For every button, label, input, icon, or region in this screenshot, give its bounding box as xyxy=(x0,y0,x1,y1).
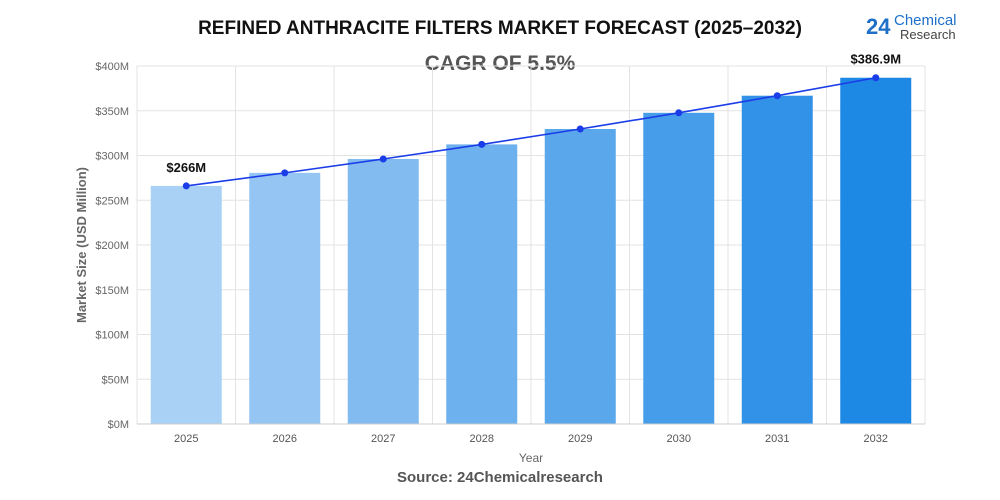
x-tick-label: 2032 xyxy=(864,433,888,445)
trend-point xyxy=(379,155,387,163)
x-axis-label: Year xyxy=(519,451,543,465)
source-note: Source: 24Chemicalresearch xyxy=(397,469,603,486)
y-tick-label: $250M xyxy=(95,195,129,207)
x-tick-label: 2027 xyxy=(371,433,395,445)
bar-2032 xyxy=(840,77,912,425)
bar-2027 xyxy=(347,158,419,425)
y-tick-label: $100M xyxy=(95,330,129,342)
data-label: $266M xyxy=(166,160,206,175)
trend-point xyxy=(675,109,683,117)
chart-title: REFINED ANTHRACITE FILTERS MARKET FORECA… xyxy=(198,18,802,39)
x-tick-label: 2029 xyxy=(568,433,592,445)
trend-point xyxy=(281,169,289,177)
bar-2025 xyxy=(150,185,222,424)
y-tick-label: $400M xyxy=(95,61,129,73)
bar-2030 xyxy=(643,112,715,424)
bar-2028 xyxy=(446,144,518,425)
trend-point xyxy=(773,92,781,100)
bar-2031 xyxy=(741,95,813,425)
x-tick-label: 2028 xyxy=(470,433,494,445)
x-tick-label: 2026 xyxy=(273,433,297,445)
y-axis-label: Market Size (USD Million) xyxy=(74,167,89,323)
data-label: $386.9M xyxy=(850,52,901,67)
logo-number: 24 xyxy=(866,14,891,39)
logo: 24 Chemical Research xyxy=(866,12,996,42)
bar-2029 xyxy=(544,129,616,424)
trend-point xyxy=(576,125,584,133)
x-tick-label: 2031 xyxy=(765,433,789,445)
trend-point xyxy=(478,140,486,148)
trend-point xyxy=(872,74,880,82)
y-tick-label: $200M xyxy=(95,240,129,252)
trend-line xyxy=(186,76,876,187)
logo-line1: Chemical xyxy=(894,12,957,29)
x-tick-label: 2030 xyxy=(667,433,691,445)
y-tick-label: $300M xyxy=(95,151,129,163)
y-tick-label: $350M xyxy=(95,106,129,118)
y-tick-label: $150M xyxy=(95,285,129,297)
trend-point xyxy=(182,182,190,190)
y-tick-label: $50M xyxy=(101,374,129,386)
bar-2026 xyxy=(249,172,321,424)
y-tick-label: $0M xyxy=(108,419,129,431)
logo-line2: Research xyxy=(900,27,956,42)
chart-subtitle: CAGR OF 5.5% xyxy=(424,52,576,75)
x-tick-label: 2025 xyxy=(174,433,198,445)
